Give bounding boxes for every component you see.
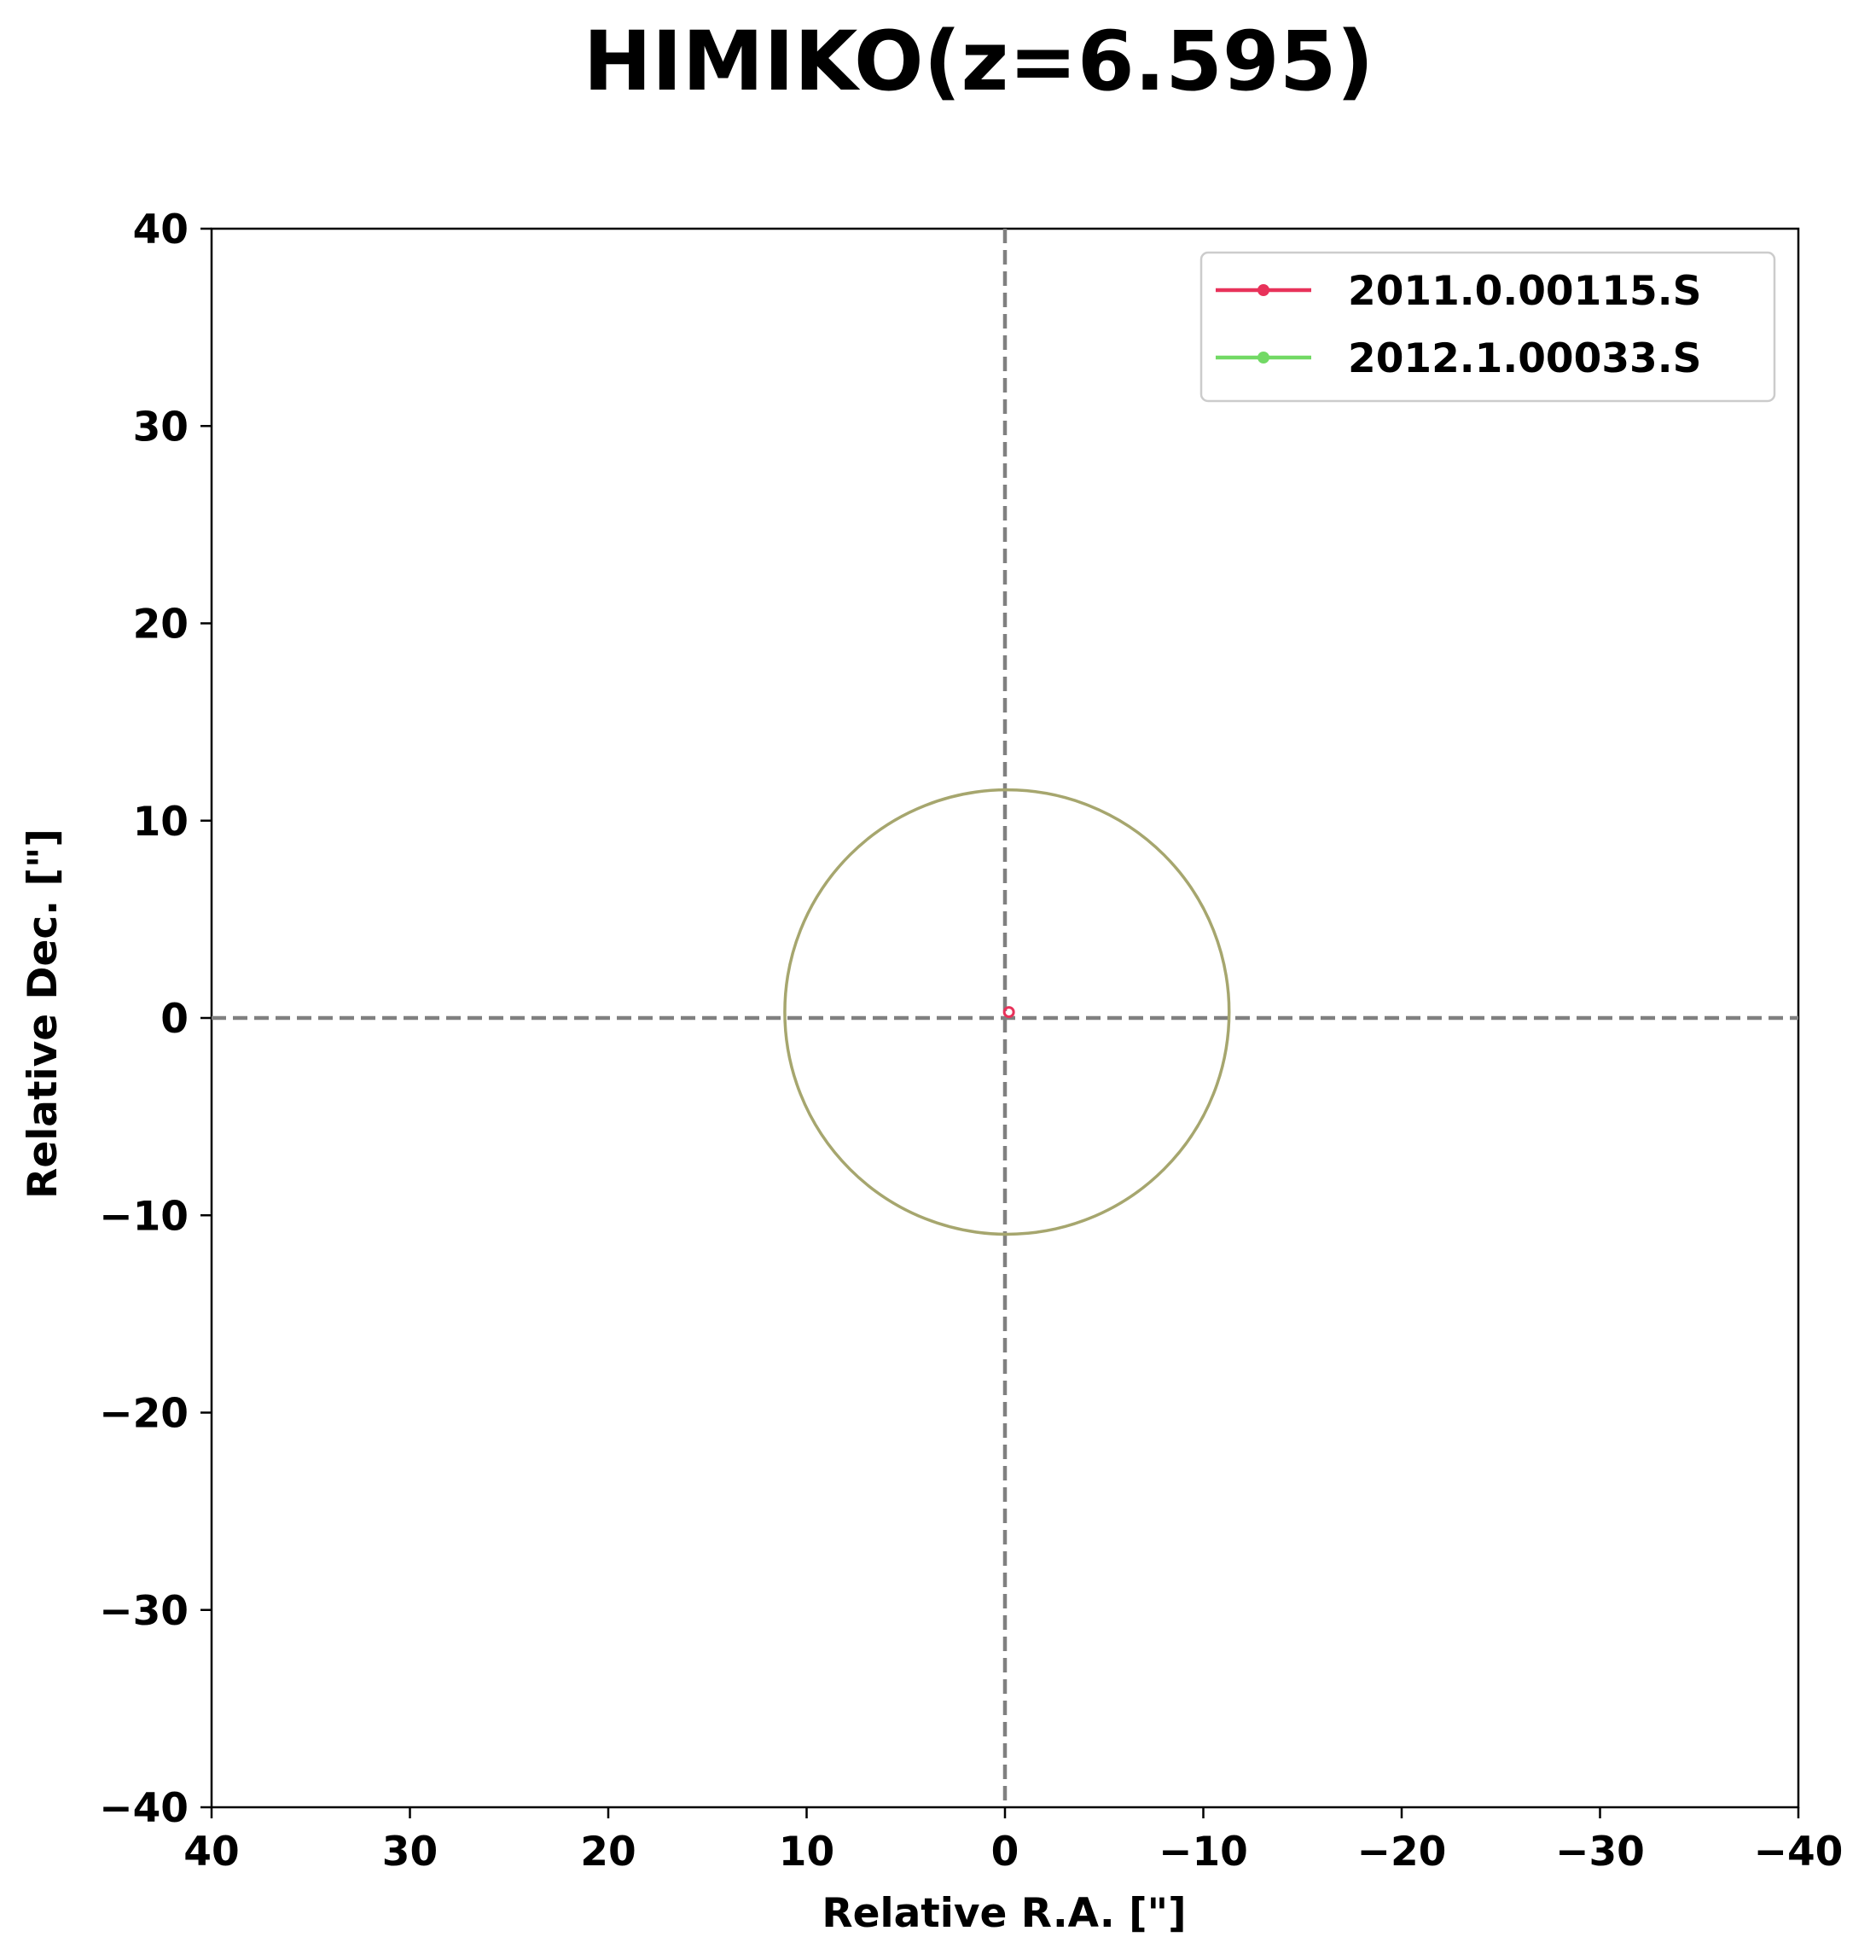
x-tick-label: 10 xyxy=(779,1829,834,1876)
y-tick-label: 0 xyxy=(160,996,189,1043)
reference-lines xyxy=(212,229,1798,1807)
data-point xyxy=(1002,1006,1015,1019)
x-tick-label: −40 xyxy=(1754,1829,1844,1876)
y-axis-label: Relative Dec. ["] xyxy=(20,829,67,1199)
x-axis-label: Relative R.A. ["] xyxy=(822,1890,1186,1937)
beam-circles xyxy=(783,788,1231,1236)
x-tick-label: 20 xyxy=(580,1829,636,1876)
y-tick-label: 30 xyxy=(133,404,189,451)
x-axis-ticks: 40 30 20 10 0 −10 −20 −30 −40 xyxy=(183,1807,1843,1876)
x-tick-label: −20 xyxy=(1357,1829,1447,1876)
legend-marker xyxy=(1257,284,1269,296)
legend: 2011.0.00115.S 2012.1.00033.S xyxy=(1199,251,1776,403)
y-tick-label: 10 xyxy=(133,799,189,846)
y-tick-label: 20 xyxy=(133,602,189,648)
y-tick-label: −20 xyxy=(99,1391,189,1438)
y-tick-label: −40 xyxy=(99,1785,189,1832)
chart-title: HIMIKO(z=6.595) xyxy=(584,14,1374,109)
legend-box xyxy=(1199,251,1776,403)
y-axis-ticks: 40 30 20 10 0 −10 −20 −30 −40 xyxy=(99,206,212,1832)
x-tick-label: −30 xyxy=(1555,1829,1645,1876)
y-tick-label: −30 xyxy=(99,1588,189,1635)
legend-label: 2012.1.00033.S xyxy=(1348,335,1701,382)
data-points xyxy=(1002,1006,1015,1019)
legend-marker xyxy=(1257,352,1269,364)
x-tick-label: −10 xyxy=(1159,1829,1248,1876)
x-tick-label: 30 xyxy=(382,1829,438,1876)
x-tick-label: 40 xyxy=(183,1829,239,1876)
legend-label: 2011.0.00115.S xyxy=(1348,268,1701,315)
x-tick-label: 0 xyxy=(991,1829,1019,1876)
y-tick-label: 40 xyxy=(133,206,189,253)
y-tick-label: −10 xyxy=(99,1193,189,1240)
beam-circle xyxy=(783,788,1231,1236)
